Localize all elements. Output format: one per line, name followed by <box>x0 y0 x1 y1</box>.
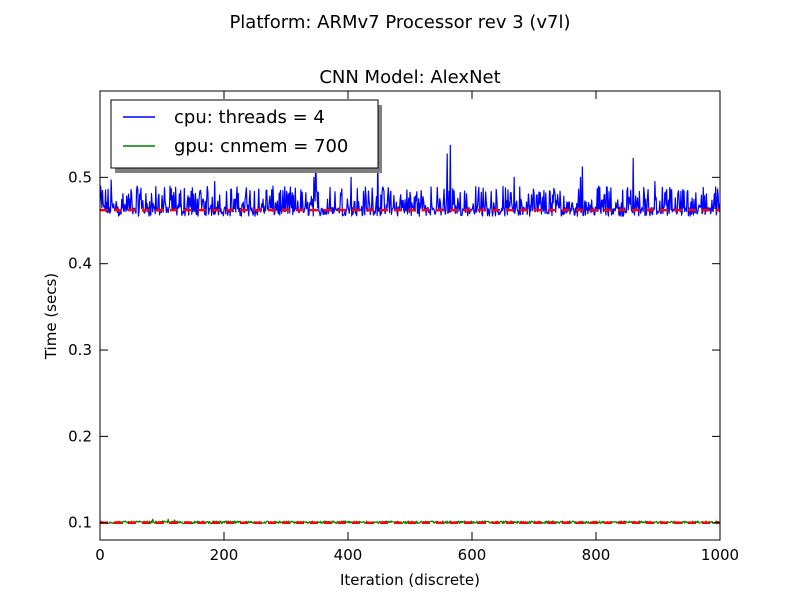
legend: cpu: threads = 4 gpu: cnmem = 700 <box>110 99 382 173</box>
x-tick-label: 400 <box>334 546 363 564</box>
x-tick-label: 600 <box>458 546 487 564</box>
plot-area <box>100 144 720 525</box>
y-tick-label: 0.2 <box>68 427 92 445</box>
series-line-0 <box>100 144 720 217</box>
x-tick-label: 0 <box>95 546 105 564</box>
plot-frame <box>99 90 721 541</box>
y-axis-label: Time (secs) <box>42 273 60 360</box>
x-tick-label: 200 <box>210 546 239 564</box>
y-tick-label: 0.5 <box>68 168 92 186</box>
y-tick-label: 0.4 <box>68 255 92 273</box>
legend-label-cpu: cpu: threads = 4 <box>174 107 325 128</box>
x-axis-label: Iteration (discrete) <box>340 571 480 589</box>
axis-ticks: 0 200 400 600 800 1000 0.1 0.2 0.3 0.4 0.5 <box>68 91 739 564</box>
legend-box <box>110 99 379 169</box>
chart-title: CNN Model: AlexNet <box>319 67 500 88</box>
legend-label-gpu: gpu: cnmem = 700 <box>174 136 348 157</box>
y-tick-label: 0.1 <box>68 514 92 532</box>
x-tick-label: 1000 <box>701 546 739 564</box>
figure-suptitle: Platform: ARMv7 Processor rev 3 (v7l) <box>229 12 570 33</box>
x-tick-label: 800 <box>582 546 611 564</box>
y-tick-label: 0.3 <box>68 341 92 359</box>
